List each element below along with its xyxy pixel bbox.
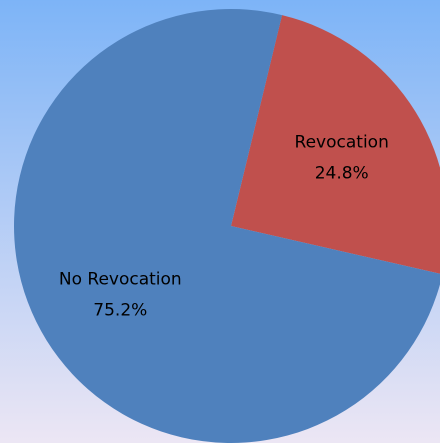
slice-category-label: Revocation (295, 132, 389, 152)
slice-value-label: 24.8% (315, 163, 369, 183)
pie-slice (14, 9, 440, 443)
slice-value-label: 75.2% (93, 301, 147, 321)
pie-slice (231, 15, 440, 274)
slice-category-label: No Revocation (59, 270, 182, 290)
